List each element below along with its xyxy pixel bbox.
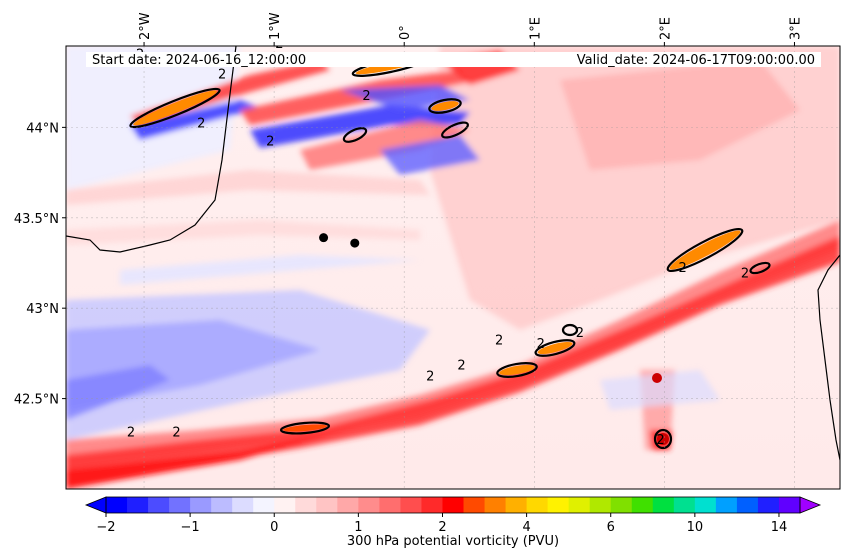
contour-label: 2: [457, 359, 465, 374]
lon-tick-label: 1°W: [268, 12, 283, 40]
colorbar-swatch: [190, 497, 212, 513]
colorbar-swatch: [274, 497, 296, 513]
contour-label: 2: [172, 426, 180, 441]
colorbar-swatch: [484, 497, 507, 513]
contour-label: 2: [197, 116, 205, 131]
colorbar-swatch: [253, 497, 275, 513]
coastline: [66, 46, 237, 253]
colorbar-swatch: [169, 497, 191, 513]
valid-date-label: Valid_date: 2024-06-17T09:00:00.00: [577, 53, 815, 68]
colorbar-outline: [105, 496, 801, 514]
start-date-label: Start date: 2024-06-16_12:00:00: [92, 53, 306, 68]
station-markers: [319, 233, 360, 248]
contour-label: 2: [127, 426, 135, 441]
coastline-east: [817, 254, 840, 461]
contour-label: 2: [741, 266, 749, 281]
colorbar-over-arrow: [799, 496, 822, 514]
station-marker: [319, 233, 329, 243]
colorbar-tick-label: 4: [522, 520, 530, 535]
lon-tick-label: 2°E: [658, 17, 673, 40]
station-marker: [350, 238, 360, 248]
contour-label: 2: [218, 68, 226, 83]
lon-tick-label: 2°W: [138, 12, 153, 40]
contour-label: 2: [426, 370, 434, 385]
colorbar-swatch: [463, 497, 486, 513]
colorbar-label: 300 hPa potential vorticity (PVU): [347, 534, 559, 549]
colorbar-swatch: [757, 497, 780, 513]
colorbar-swatch: [631, 497, 654, 513]
colorbar-swatch: [127, 497, 149, 513]
colorbar-swatch: [295, 497, 317, 513]
longitude-ticks: 2°W 1°W 0° 1°E 2°E 3°E: [138, 12, 803, 46]
colorbar-swatch: [778, 497, 801, 513]
colorbar-swatch: [694, 497, 717, 513]
colorbar-swatch: [316, 497, 338, 513]
map-area: 2222222222222222: [66, 37, 840, 489]
contour-label: 2: [537, 337, 545, 352]
colorbar-swatch: [505, 497, 528, 513]
contour-label: 2: [266, 134, 274, 149]
colorbar-tick-label: 2: [438, 520, 446, 535]
colorbar-swatch: [673, 497, 696, 513]
contour-labels: 2222222222222222: [127, 37, 749, 448]
colorbar-swatch: [379, 497, 402, 513]
colorbar-swatch: [736, 497, 759, 513]
colorbar-tick-label: 0: [270, 520, 278, 535]
colorbar: −2 −1 0 1 2 4 6 10 14: [84, 496, 822, 535]
gridlines: [66, 46, 840, 489]
contour-label: 2: [576, 326, 584, 341]
colorbar-swatch: [526, 497, 549, 513]
title-background: [86, 52, 821, 67]
lat-tick-label: 43°N: [26, 302, 59, 317]
colorbar-swatch: [610, 497, 633, 513]
lat-tick-label: 44°N: [26, 121, 59, 136]
contour-label: 2: [656, 433, 664, 448]
lat-tick-label: 43.5°N: [14, 212, 59, 227]
lon-tick-label: 1°E: [528, 17, 543, 40]
colorbar-tick-label: 1: [354, 520, 362, 535]
colorbar-tick-label: 10: [687, 520, 704, 535]
colorbar-swatch: [211, 497, 233, 513]
colorbar-swatch: [106, 497, 128, 513]
colorbar-swatch: [232, 497, 254, 513]
colorbar-swatch: [589, 497, 612, 513]
colorbar-swatch: [442, 497, 465, 513]
contour-label: 2: [678, 261, 686, 276]
colorbar-swatch: [421, 497, 444, 513]
lon-tick-label: 0°: [398, 25, 413, 40]
colorbar-swatch: [715, 497, 738, 513]
colorbar-under-arrow: [84, 496, 107, 514]
colorbar-tick-label: 14: [771, 520, 788, 535]
lat-tick-label: 42.5°N: [14, 393, 59, 408]
contour-label: 2: [495, 333, 503, 348]
colorbar-swatch: [148, 497, 170, 513]
colorbar-swatch: [337, 497, 359, 513]
colorbar-swatch: [568, 497, 591, 513]
colorbar-swatch: [400, 497, 423, 513]
map-frame: [65, 45, 841, 490]
colorbar-tick-label: 6: [607, 520, 615, 535]
contour-label: 2: [362, 89, 370, 104]
lon-tick-label: 3°E: [788, 17, 803, 40]
colorbar-tick-label: −2: [96, 520, 115, 535]
colorbar-tick-label: −1: [181, 520, 200, 535]
colorbar-swatch: [358, 497, 380, 513]
colorbar-swatch: [652, 497, 675, 513]
contour-label: 2: [275, 37, 283, 52]
colorbar-swatch: [547, 497, 570, 513]
latitude-ticks: 42.5°N 43°N 43.5°N 44°N: [14, 121, 66, 408]
